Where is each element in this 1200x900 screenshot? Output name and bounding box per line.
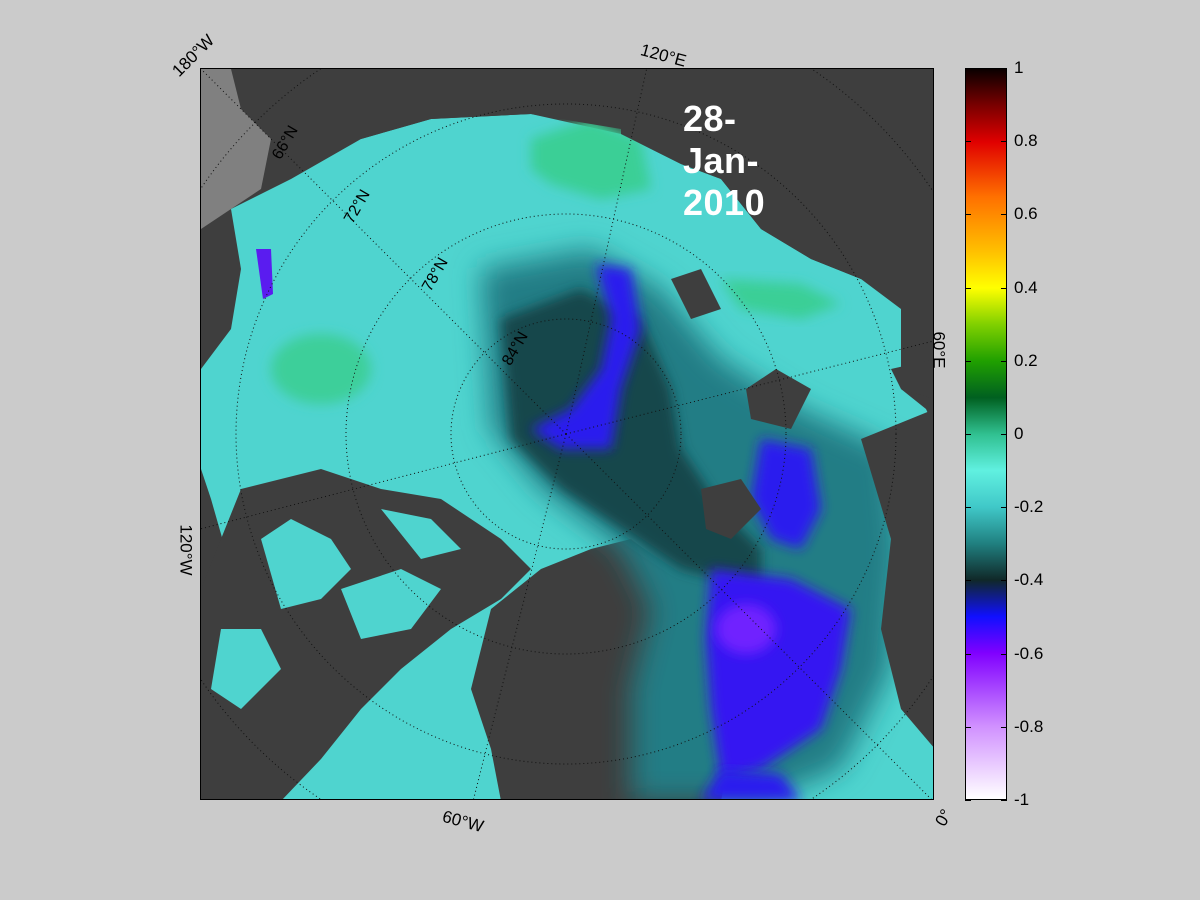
- colorbar-tick-mark: [1001, 580, 1007, 582]
- colorbar-tick-label: -0.2: [1014, 497, 1044, 517]
- colorbar-tick-label: -0.8: [1014, 716, 1044, 736]
- russia-land: [621, 69, 933, 399]
- colorbar-tick-mark: [1001, 434, 1007, 435]
- lon-label-0: 0°: [931, 805, 956, 830]
- colorbar-tick-label: 0.2: [1014, 350, 1038, 370]
- lon-label-120e: 120°E: [638, 40, 689, 71]
- ice-field: [201, 114, 933, 799]
- colorbar-tick-label: 0.4: [1014, 277, 1038, 297]
- colorbar-tick-mark: [1001, 287, 1007, 289]
- colorbar-tick-label: 1: [1014, 58, 1024, 77]
- colorbar-tick-mark: [965, 580, 971, 582]
- alaska-land: [201, 69, 271, 229]
- new-siberian-islands: [671, 269, 721, 319]
- colorbar-tick-mark: [965, 653, 971, 655]
- colorbar-tick-mark: [965, 434, 971, 435]
- franz-josef-land: [746, 369, 811, 429]
- colorbar-tick-label: 0: [1014, 424, 1024, 443]
- colorbar-tick-mark: [965, 68, 971, 69]
- colorbar-tick-mark: [1001, 653, 1007, 655]
- colorbar-tick-mark: [965, 360, 971, 362]
- colorbar-tick-label: 0.8: [1014, 131, 1038, 151]
- colorbar-tick-mark: [965, 507, 971, 509]
- colorbar-tick-mark: [1001, 141, 1007, 143]
- colorbar-tick-mark: [1001, 68, 1007, 69]
- colorbar-tick-label: -1: [1014, 790, 1030, 809]
- colorbar-tick-mark: [965, 726, 971, 728]
- arctic-map: [200, 68, 934, 800]
- colorbar-tick-mark: [1001, 507, 1007, 509]
- colorbar-tick-mark: [965, 287, 971, 289]
- date-label: 28-Jan-2010: [683, 98, 766, 223]
- colorbar-tick-mark: [1001, 214, 1007, 216]
- colorbar-tick-mark: [1001, 726, 1007, 728]
- colorbar-tick-mark: [965, 800, 971, 801]
- lon-label-60e: 60°E: [929, 331, 949, 369]
- lon-label-60w: 60°W: [440, 806, 486, 837]
- colorbar-tick-label: 0.6: [1014, 204, 1038, 224]
- lon-label-120w: 120°W: [176, 524, 196, 576]
- colorbar-tick-mark: [1001, 360, 1007, 362]
- scandinavia-land: [861, 409, 933, 747]
- graticule: [201, 69, 933, 799]
- colorbar-tick-mark: [965, 214, 971, 216]
- colorbar-tick-mark: [1001, 800, 1007, 801]
- colorbar-tick-mark: [965, 141, 971, 143]
- colorbar-tick-label: -0.4: [1014, 570, 1044, 590]
- map-canvas: [201, 69, 933, 799]
- svalbard: [701, 479, 761, 539]
- colorbar-tick-label: -0.6: [1014, 643, 1044, 663]
